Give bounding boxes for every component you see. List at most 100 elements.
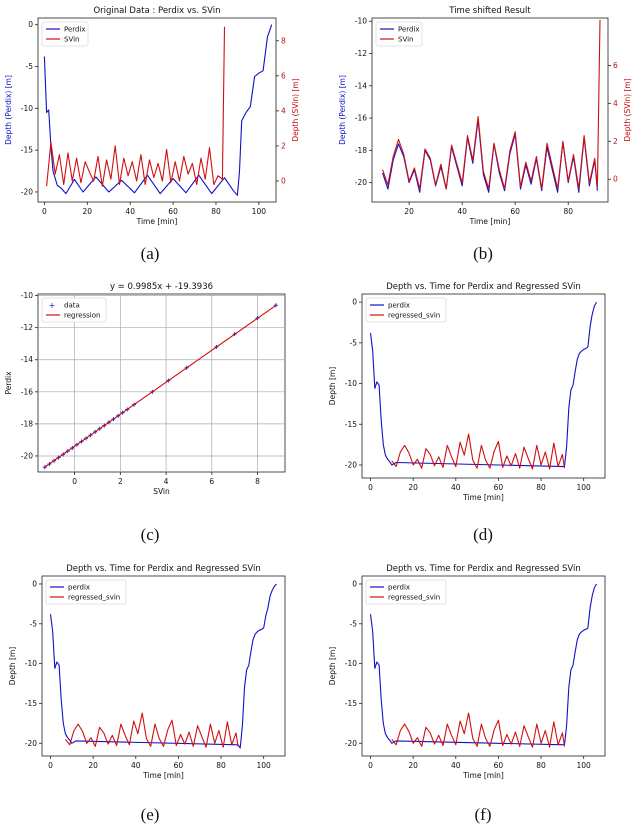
plot-frame (361, 293, 606, 479)
y-tick-label: -15 (25, 699, 37, 708)
legend-marker: + (49, 301, 56, 310)
x-tick-label: 60 (494, 761, 504, 770)
y-tick-label: 0 (352, 298, 357, 307)
x-axis-label: Time [min] (136, 217, 178, 226)
y-tick-label: -5 (26, 62, 34, 71)
legend-box (41, 21, 89, 47)
chart-panel-d: 0 20 40 60 80 100 -20 -15 -10 -5 0 Depth vs. Time f… (320, 278, 640, 518)
y-tick-label: -14 (21, 355, 33, 364)
y-tick-label: -10 (21, 104, 33, 113)
y-tick-label: -10 (345, 379, 357, 388)
legend-box (41, 297, 107, 323)
chart-title: Depth vs. Time for Perdix and Regressed … (386, 564, 581, 574)
x-tick-label: 20 (404, 207, 414, 216)
chart-panel-e: 0 20 40 60 80 100 -20 -15 -10 -5 0 Depth vs. Time f… (0, 560, 320, 800)
x-tick-label: 4 (164, 477, 169, 486)
y-tick-label: -14 (355, 81, 367, 90)
y-tick-label: -18 (355, 146, 367, 155)
x-tick-label: 40 (451, 483, 461, 492)
y-tick-label: -15 (345, 699, 357, 708)
y2-axis-label: Depth (SVin) [m] (623, 78, 632, 141)
legend-box (365, 579, 447, 605)
caption-d: (d) (473, 525, 493, 544)
data-point (273, 303, 278, 308)
x-tick-label: 20 (408, 761, 418, 770)
legend-label: data (64, 302, 80, 310)
x-tick-label: 80 (211, 207, 221, 216)
legend-label: regressed_svin (388, 594, 440, 602)
y2-tick-label: 4 (281, 106, 286, 115)
x-tick-label: 80 (536, 761, 546, 770)
x-tick-label: 100 (252, 207, 267, 216)
x-tick-label: 20 (83, 207, 93, 216)
series-line-perdix (369, 583, 597, 746)
plot-frame (361, 575, 606, 757)
y-tick-label: -10 (355, 17, 367, 26)
legend-label: Perdix (398, 26, 420, 34)
x-tick-label: 80 (216, 761, 226, 770)
y-axis-label: Depth [m] (328, 647, 337, 685)
y2-tick-label: 6 (281, 71, 286, 80)
y2-tick-label: 4 (613, 99, 618, 108)
legend-box (365, 297, 447, 323)
plot-frame (371, 17, 609, 203)
y-axis-label: Depth (Perdix) [m] (4, 75, 13, 145)
y-tick-label: -20 (345, 460, 357, 469)
x-axis-label: Time [min] (462, 493, 504, 502)
y-tick-label: 0 (352, 579, 357, 588)
x-axis-label: SVin (153, 487, 170, 496)
x-tick-label: 0 (72, 477, 77, 486)
y-axis-label: Depth (Perdix) [m] (338, 75, 347, 145)
x-tick-label: 100 (257, 761, 272, 770)
y-tick-label: -20 (345, 739, 357, 748)
y-tick-label: -18 (21, 419, 33, 428)
chart-time-shifted: 20 40 60 80 -20 -18 -16 -14 -12 -10 0 2 4 6 Time shift… (338, 6, 632, 226)
x-tick-label: 20 (408, 483, 418, 492)
legend-box (45, 579, 127, 605)
chart-panel-a: 0 20 40 60 80 100 -20 -15 -10 -5 0 0 2 4 6 8 Original Da… (0, 0, 320, 230)
caption-f: (f) (474, 805, 492, 824)
x-tick-label: 40 (125, 207, 135, 216)
series-line-perdix (43, 24, 273, 196)
y-tick-label: -16 (355, 114, 367, 123)
y-axis-label: Depth [m] (328, 367, 337, 405)
y-tick-label: -20 (355, 178, 367, 187)
x-tick-label: 20 (88, 761, 98, 770)
plot-frame (37, 17, 277, 203)
y-tick-label: -20 (25, 739, 37, 748)
legend-label: regressed_svin (388, 312, 440, 320)
caption-a: (a) (140, 244, 160, 263)
chart-regression: 0 2 4 6 8 -20 -18 -16 -14 -12 -10 y = 0.9985x + -19… (4, 282, 286, 496)
x-tick-label: 0 (42, 207, 47, 216)
x-tick-label: 60 (510, 207, 520, 216)
chart-depth-vs-time-f: 0 20 40 60 80 100 -20 -15 -10 -5 0 Depth vs. Time f… (328, 564, 606, 780)
y2-tick-label: 0 (613, 175, 618, 184)
x-tick-label: 0 (368, 761, 373, 770)
x-tick-label: 0 (48, 761, 53, 770)
x-tick-label: 8 (255, 477, 260, 486)
y-tick-label: -10 (25, 659, 37, 668)
chart-original-data: 0 20 40 60 80 100 -20 -15 -10 -5 0 0 2 4 6 8 Original Da… (4, 6, 300, 226)
y2-tick-label: 2 (613, 137, 618, 146)
y-axis-label: Perdix (4, 371, 13, 395)
legend-label: regressed_svin (68, 594, 120, 602)
series-line-perdix (49, 583, 277, 749)
legend-label: SVin (398, 36, 413, 44)
y-tick-label: -10 (345, 659, 357, 668)
chart-title: Depth vs. Time for Perdix and Regressed … (386, 282, 581, 292)
series-line-svin (382, 19, 601, 190)
chart-title: y = 0.9985x + -19.3936 (110, 282, 213, 292)
y-tick-label: -15 (21, 146, 33, 155)
series-line-svin (46, 26, 226, 187)
legend-label: perdix (388, 584, 410, 592)
chart-panel-f: 0 20 40 60 80 100 -20 -15 -10 -5 0 Depth vs. Time f… (320, 560, 640, 800)
legend-box (375, 21, 423, 47)
y-tick-label: -20 (21, 451, 33, 460)
y2-tick-label: 0 (281, 176, 286, 185)
y-tick-label: -10 (21, 291, 33, 300)
y-tick-label: -12 (21, 323, 33, 332)
chart-depth-vs-time-e: 0 20 40 60 80 100 -20 -15 -10 -5 0 Depth vs. Time f… (8, 564, 286, 780)
caption-e: (e) (140, 805, 160, 824)
legend-label: perdix (68, 584, 90, 592)
y-tick-label: -20 (21, 187, 33, 196)
